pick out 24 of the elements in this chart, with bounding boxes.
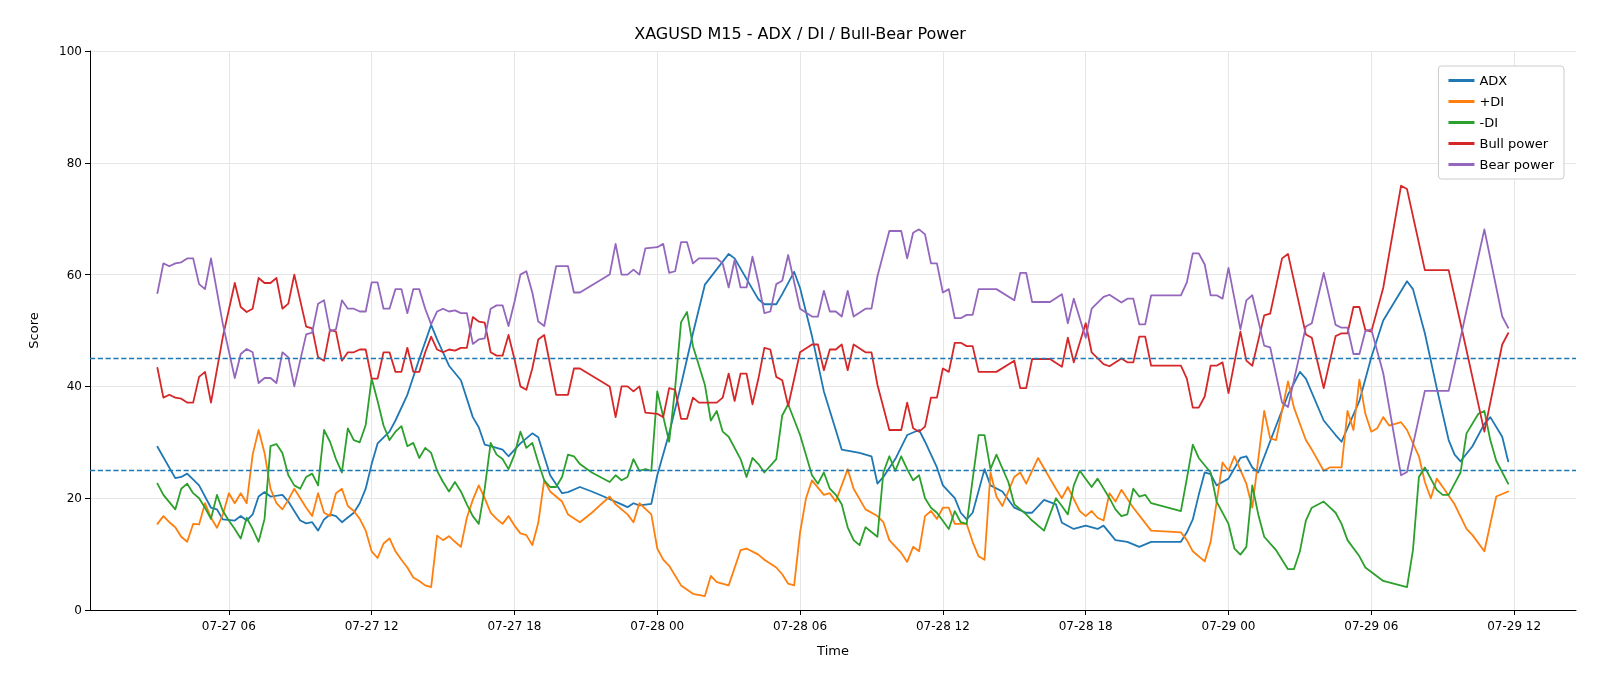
y-axis-title: Score bbox=[26, 312, 41, 349]
y-tick-label: 100 bbox=[59, 44, 82, 58]
x-tick-label: 07-29 06 bbox=[1344, 619, 1399, 633]
y-tick-label: 40 bbox=[66, 379, 82, 394]
x-tick-label: 07-28 12 bbox=[915, 619, 970, 633]
x-tick-label: 07-27 06 bbox=[201, 619, 256, 633]
legend-label: +DI bbox=[1479, 94, 1505, 109]
x-tick-label: 07-27 18 bbox=[487, 619, 542, 633]
x-tick-label: 07-28 18 bbox=[1058, 619, 1113, 633]
y-tick-label: 80 bbox=[66, 155, 82, 170]
legend-label: Bull power bbox=[1479, 136, 1549, 151]
x-tick-label: 07-27 12 bbox=[344, 619, 399, 633]
legend-label: Bear power bbox=[1479, 157, 1555, 172]
legend-label: ADX bbox=[1479, 73, 1508, 88]
y-tick-label: 0 bbox=[74, 603, 82, 617]
legend-label: -DI bbox=[1479, 115, 1499, 130]
y-tick-label: 60 bbox=[66, 267, 82, 282]
y-tick-label: 20 bbox=[66, 491, 82, 506]
x-tick-label: 07-29 12 bbox=[1487, 619, 1542, 633]
chart-title: XAGUSD M15 - ADX / DI / Bull-Bear Power bbox=[634, 23, 967, 43]
x-tick-label: 07-29 00 bbox=[1201, 619, 1256, 633]
x-axis-title: Time bbox=[816, 643, 849, 658]
x-tick-label: 07-28 00 bbox=[630, 619, 685, 633]
x-tick-label: 07-28 06 bbox=[773, 619, 828, 633]
